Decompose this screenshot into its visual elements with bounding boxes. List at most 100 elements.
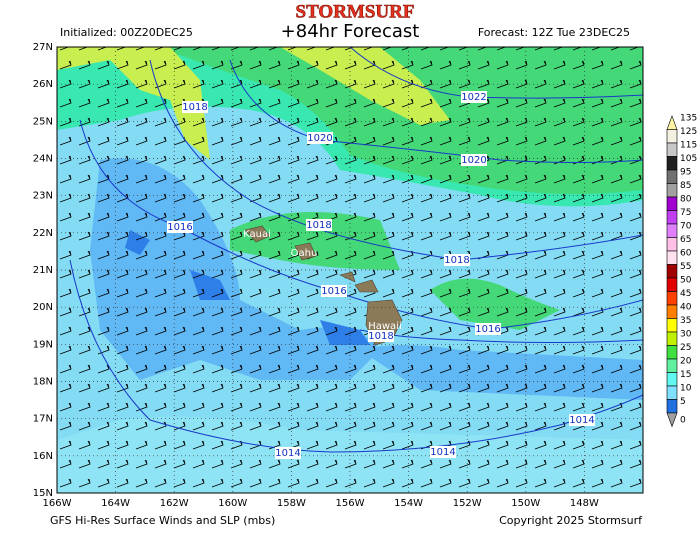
place-label: Oahu <box>291 248 318 259</box>
colorbar-label: 35 <box>680 316 691 326</box>
colorbar-label: 105 <box>680 154 697 164</box>
colorbar-cell <box>666 196 678 211</box>
colorbar-cell <box>666 318 678 333</box>
lat-tick-label: 20N <box>33 302 53 313</box>
product: GFS Hi-Res Surface Winds and SLP (mbs) <box>50 514 275 527</box>
colorbar-label: 60 <box>680 249 692 259</box>
colorbar-cell <box>666 412 678 428</box>
colorbar-label: 55 <box>680 262 691 272</box>
isobar-label: 1018 <box>368 331 393 342</box>
lat-tick-label: 19N <box>33 339 53 350</box>
colorbar-cell <box>666 264 678 279</box>
isobar-label-box <box>306 219 332 231</box>
colorbar-label: 50 <box>680 276 692 286</box>
lat-tick-label: 24N <box>33 154 53 165</box>
colorbar-cell <box>666 183 678 198</box>
colorbar-cell <box>666 345 678 360</box>
colorbar-label: 5 <box>680 397 686 407</box>
lon-tick-label: 154W <box>394 498 423 509</box>
lat-tick-label: 27N <box>33 42 53 53</box>
colorbar-label: 135 <box>680 114 697 124</box>
lat-tick-label: 21N <box>33 265 53 276</box>
lat-tick-label: 17N <box>33 414 53 425</box>
isobar-label: 1014 <box>430 447 455 458</box>
isobar-label: 1020 <box>307 133 332 144</box>
colorbar-label: 25 <box>680 343 691 353</box>
colorbar-label: 40 <box>680 303 692 313</box>
colorbar-label: 125 <box>680 127 697 137</box>
colorbar-label: 115 <box>680 141 697 151</box>
initialized: Initialized: 00Z20DEC25 <box>60 26 193 39</box>
colorbar-label: 30 <box>680 330 692 340</box>
isobar-label-box <box>275 447 301 459</box>
colorbar-label: 85 <box>680 181 691 191</box>
place-label: Hawaii <box>368 321 402 332</box>
colorbar-label: 95 <box>680 168 691 178</box>
colorbar-label: 45 <box>680 289 691 299</box>
lon-tick-label: 160W <box>218 498 247 509</box>
colorbar-cell <box>666 358 678 373</box>
isobar-label: 1018 <box>182 102 207 113</box>
lon-tick-label: 166W <box>43 498 72 509</box>
colorbar-cell <box>666 210 678 225</box>
isobar-label-box <box>182 101 208 113</box>
forecast-time: Forecast: 12Z Tue 23DEC25 <box>478 26 630 39</box>
isobar-label-box <box>461 154 487 166</box>
colorbar-cell <box>666 115 678 130</box>
colorbar-label: 80 <box>680 195 692 205</box>
isobar-label-box <box>461 91 487 103</box>
colorbar-cell <box>666 399 678 414</box>
isobar-label-box <box>368 330 394 342</box>
isobar-label: 1016 <box>167 222 192 233</box>
isobar-label: 1016 <box>475 324 500 335</box>
map-field <box>57 47 643 493</box>
lat-tick-label: 15N <box>33 488 53 499</box>
colorbar-cell <box>666 129 678 144</box>
colorbar-cell <box>666 277 678 292</box>
brand: STORMSURF <box>296 1 415 22</box>
isobar-label: 1014 <box>569 415 594 426</box>
colorbar-cell <box>666 385 678 400</box>
lat-tick-label: 22N <box>33 228 53 239</box>
colorbar-label: 70 <box>680 222 692 232</box>
lon-tick-label: 164W <box>101 498 130 509</box>
colorbar-cell <box>666 156 678 171</box>
lat-tick-label: 26N <box>33 79 53 90</box>
lon-tick-label: 152W <box>453 498 482 509</box>
colorbar-label: 0 <box>680 415 686 425</box>
colorbar-label: 65 <box>680 235 691 245</box>
lat-tick-label: 23N <box>33 191 53 202</box>
lat-tick-label: 25N <box>33 116 53 127</box>
colorbar-label: 15 <box>680 370 691 380</box>
colorbar-cell <box>666 142 678 157</box>
colorbar-cell <box>666 169 678 184</box>
lat-tick-label: 16N <box>33 451 53 462</box>
isobar-label: 1016 <box>321 286 346 297</box>
isobar-label-box <box>307 132 333 144</box>
colorbar-cell <box>666 291 678 306</box>
colorbar-cell <box>666 304 678 319</box>
colorbar-label: 75 <box>680 208 691 218</box>
colorbar-label: 10 <box>680 384 692 394</box>
isobar-label: 1020 <box>461 155 486 166</box>
isobar-label-box <box>430 446 456 458</box>
isobar-label: 1018 <box>306 220 331 231</box>
copyright: Copyright 2025 Stormsurf <box>499 514 643 527</box>
lon-tick-label: 158W <box>277 498 306 509</box>
title: +84hr Forecast <box>281 21 420 42</box>
isobar-label-box <box>569 414 595 426</box>
isobar-label-box <box>167 221 193 233</box>
lon-tick-label: 162W <box>160 498 189 509</box>
lon-tick-label: 148W <box>570 498 599 509</box>
colorbar-cell <box>666 250 678 265</box>
isobar-label-box <box>321 285 347 297</box>
colorbar-cell <box>666 372 678 387</box>
isobar-label: 1014 <box>275 448 300 459</box>
isobar-label-box <box>475 323 501 335</box>
lon-tick-label: 156W <box>336 498 365 509</box>
colorbar-cell <box>666 223 678 238</box>
isobar-label-box <box>444 254 470 266</box>
colorbar-cell <box>666 237 678 252</box>
isobar-label: 1022 <box>461 92 486 103</box>
